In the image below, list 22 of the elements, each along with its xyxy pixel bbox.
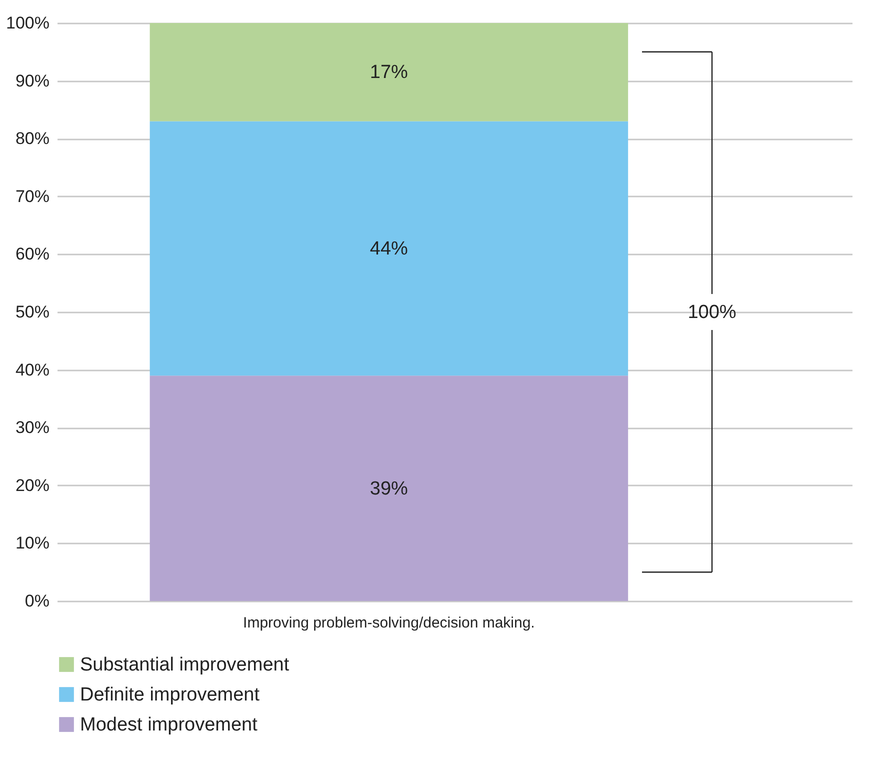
y-tick-label: 30% [15, 418, 50, 438]
text: 39% [370, 478, 408, 500]
y-tick-label: 40% [15, 360, 50, 380]
bar [150, 121, 628, 376]
y-tick-label: 0% [24, 592, 50, 610]
y-tick-label: 100% [6, 14, 50, 32]
y-tick-label: 60% [15, 244, 50, 264]
y-tick-label: 70% [15, 186, 50, 206]
legend-label: Substantial improvement [80, 654, 290, 676]
text: 17% [370, 62, 408, 84]
bar [150, 23, 628, 122]
bar [150, 376, 628, 601]
text: 44% [370, 238, 408, 260]
legend-label: Modest improvement [80, 714, 258, 736]
y-tick-label: 10% [15, 534, 50, 553]
y-tick-label: 50% [15, 302, 50, 322]
y-tick-label: 20% [15, 476, 50, 495]
x-tick-label: Improving problem-solving/decision making. [243, 614, 535, 632]
legend-label: Definite improvement [80, 684, 260, 706]
annotation: 100% [688, 302, 736, 323]
y-tick-label: 90% [15, 71, 50, 90]
y-tick-label: 80% [15, 129, 50, 148]
